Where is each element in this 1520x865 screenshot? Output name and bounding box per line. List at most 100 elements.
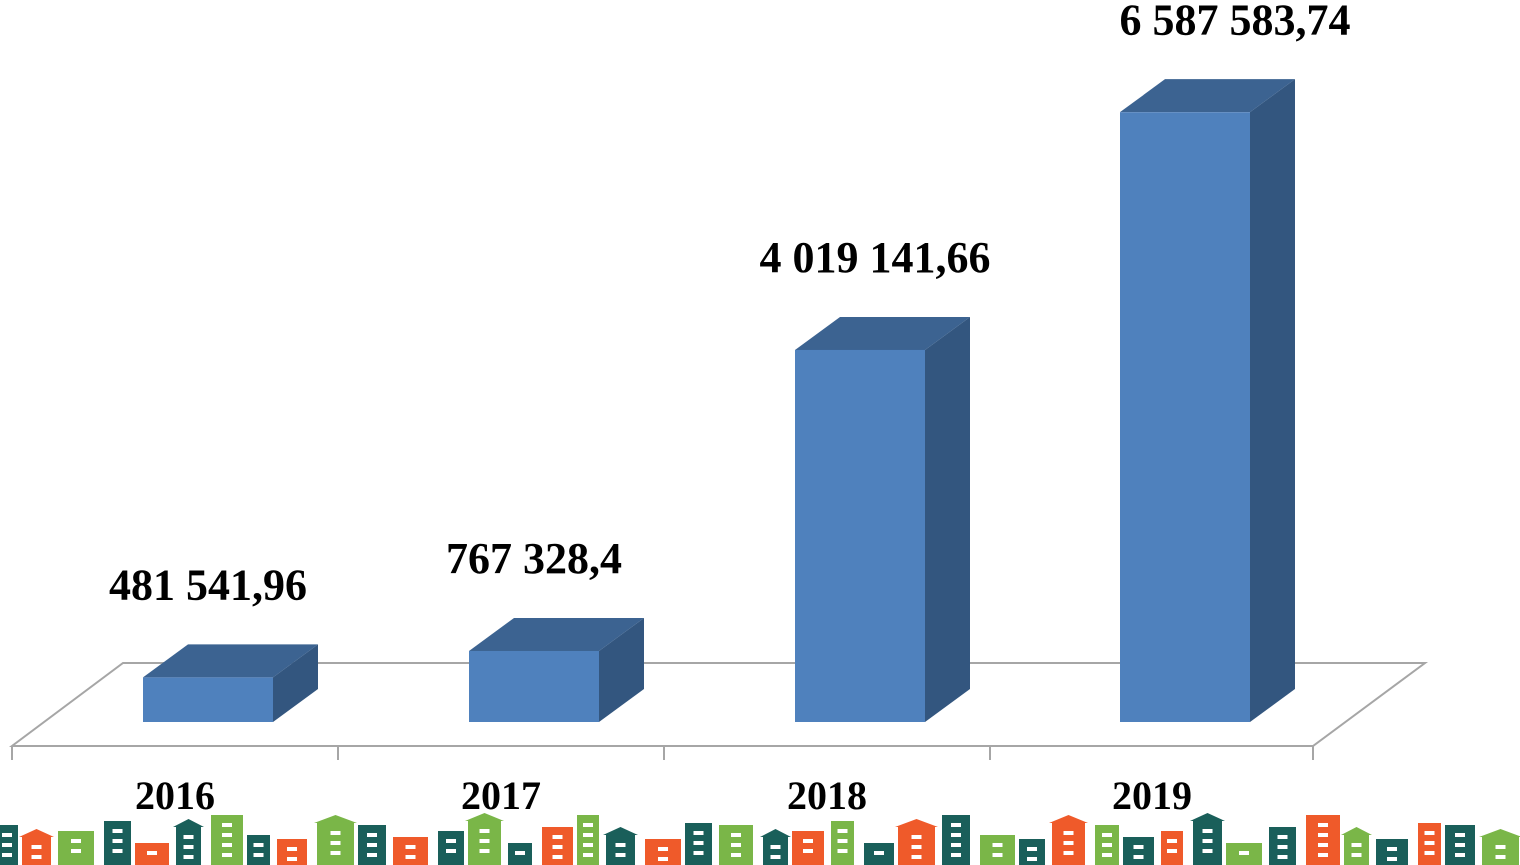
bar-top bbox=[469, 617, 644, 651]
bar-side bbox=[1250, 79, 1295, 722]
window bbox=[1027, 857, 1037, 861]
window bbox=[367, 853, 377, 857]
window bbox=[803, 839, 813, 843]
window bbox=[1351, 843, 1362, 847]
window bbox=[658, 857, 668, 861]
window bbox=[287, 857, 297, 861]
window bbox=[837, 849, 848, 853]
window bbox=[992, 853, 1003, 857]
building bbox=[393, 837, 428, 865]
window bbox=[1277, 845, 1288, 849]
window bbox=[287, 847, 297, 851]
window bbox=[583, 853, 593, 857]
window bbox=[1063, 851, 1074, 855]
data-label: 767 328,4 bbox=[446, 534, 622, 583]
building bbox=[763, 837, 788, 865]
window bbox=[1424, 841, 1435, 845]
window bbox=[1277, 855, 1288, 859]
window bbox=[1455, 843, 1465, 847]
bar-side bbox=[925, 316, 970, 722]
building bbox=[1019, 839, 1045, 865]
x-tick-label: 2017 bbox=[461, 773, 541, 818]
window bbox=[1063, 841, 1074, 845]
window bbox=[330, 851, 341, 855]
window bbox=[1133, 845, 1144, 849]
window bbox=[658, 847, 668, 851]
window bbox=[552, 855, 563, 859]
window bbox=[1455, 833, 1465, 837]
roof bbox=[173, 819, 204, 827]
window bbox=[71, 849, 81, 853]
bar-top bbox=[1120, 79, 1295, 113]
window bbox=[1202, 849, 1213, 853]
roof bbox=[1341, 827, 1372, 835]
window bbox=[874, 851, 884, 855]
roof bbox=[1049, 815, 1088, 823]
bar-side bbox=[273, 644, 318, 722]
building bbox=[942, 815, 970, 865]
building bbox=[645, 839, 681, 865]
roof bbox=[465, 813, 504, 821]
window bbox=[479, 849, 490, 853]
window bbox=[731, 833, 741, 837]
window bbox=[693, 831, 704, 835]
window bbox=[1063, 831, 1074, 835]
window bbox=[515, 851, 525, 855]
window bbox=[1351, 853, 1362, 857]
window bbox=[951, 843, 961, 847]
window bbox=[1495, 855, 1506, 859]
window bbox=[222, 833, 232, 837]
window bbox=[803, 849, 813, 853]
window bbox=[1424, 851, 1435, 855]
window bbox=[1167, 849, 1177, 853]
window bbox=[479, 829, 490, 833]
window bbox=[1318, 853, 1328, 857]
building bbox=[438, 831, 464, 865]
window bbox=[479, 839, 490, 843]
window bbox=[583, 843, 593, 847]
bar bbox=[143, 677, 273, 722]
window bbox=[552, 835, 563, 839]
chart-floor bbox=[8, 662, 1429, 747]
bar-side bbox=[599, 617, 644, 722]
building bbox=[211, 815, 243, 865]
data-label: 6 587 583,74 bbox=[1120, 0, 1351, 44]
bar-top bbox=[143, 644, 318, 678]
window bbox=[552, 845, 563, 849]
window bbox=[615, 843, 626, 847]
window bbox=[1102, 843, 1112, 847]
window bbox=[446, 839, 456, 843]
building bbox=[22, 837, 51, 865]
window bbox=[837, 829, 848, 833]
window bbox=[837, 839, 848, 843]
floor bbox=[8, 662, 1429, 760]
roof bbox=[1479, 829, 1520, 837]
window bbox=[405, 845, 416, 849]
window bbox=[1387, 857, 1397, 861]
roof bbox=[314, 815, 357, 823]
window bbox=[731, 853, 741, 857]
window bbox=[222, 843, 232, 847]
window bbox=[1027, 847, 1037, 851]
building bbox=[1376, 839, 1408, 865]
bar bbox=[795, 349, 925, 722]
window bbox=[770, 855, 781, 859]
window bbox=[31, 845, 42, 849]
roof bbox=[603, 827, 638, 835]
window bbox=[1424, 831, 1435, 835]
window bbox=[1495, 845, 1506, 849]
city-decoration bbox=[0, 813, 1520, 865]
bar bbox=[1120, 112, 1250, 722]
window bbox=[112, 829, 123, 833]
window bbox=[71, 839, 81, 843]
window bbox=[615, 853, 626, 857]
window bbox=[330, 831, 341, 835]
window bbox=[405, 855, 416, 859]
roof bbox=[19, 829, 54, 837]
window bbox=[1387, 847, 1397, 851]
roof bbox=[1190, 813, 1225, 821]
building bbox=[606, 835, 635, 865]
bar-top bbox=[795, 316, 970, 350]
bar bbox=[469, 650, 599, 722]
